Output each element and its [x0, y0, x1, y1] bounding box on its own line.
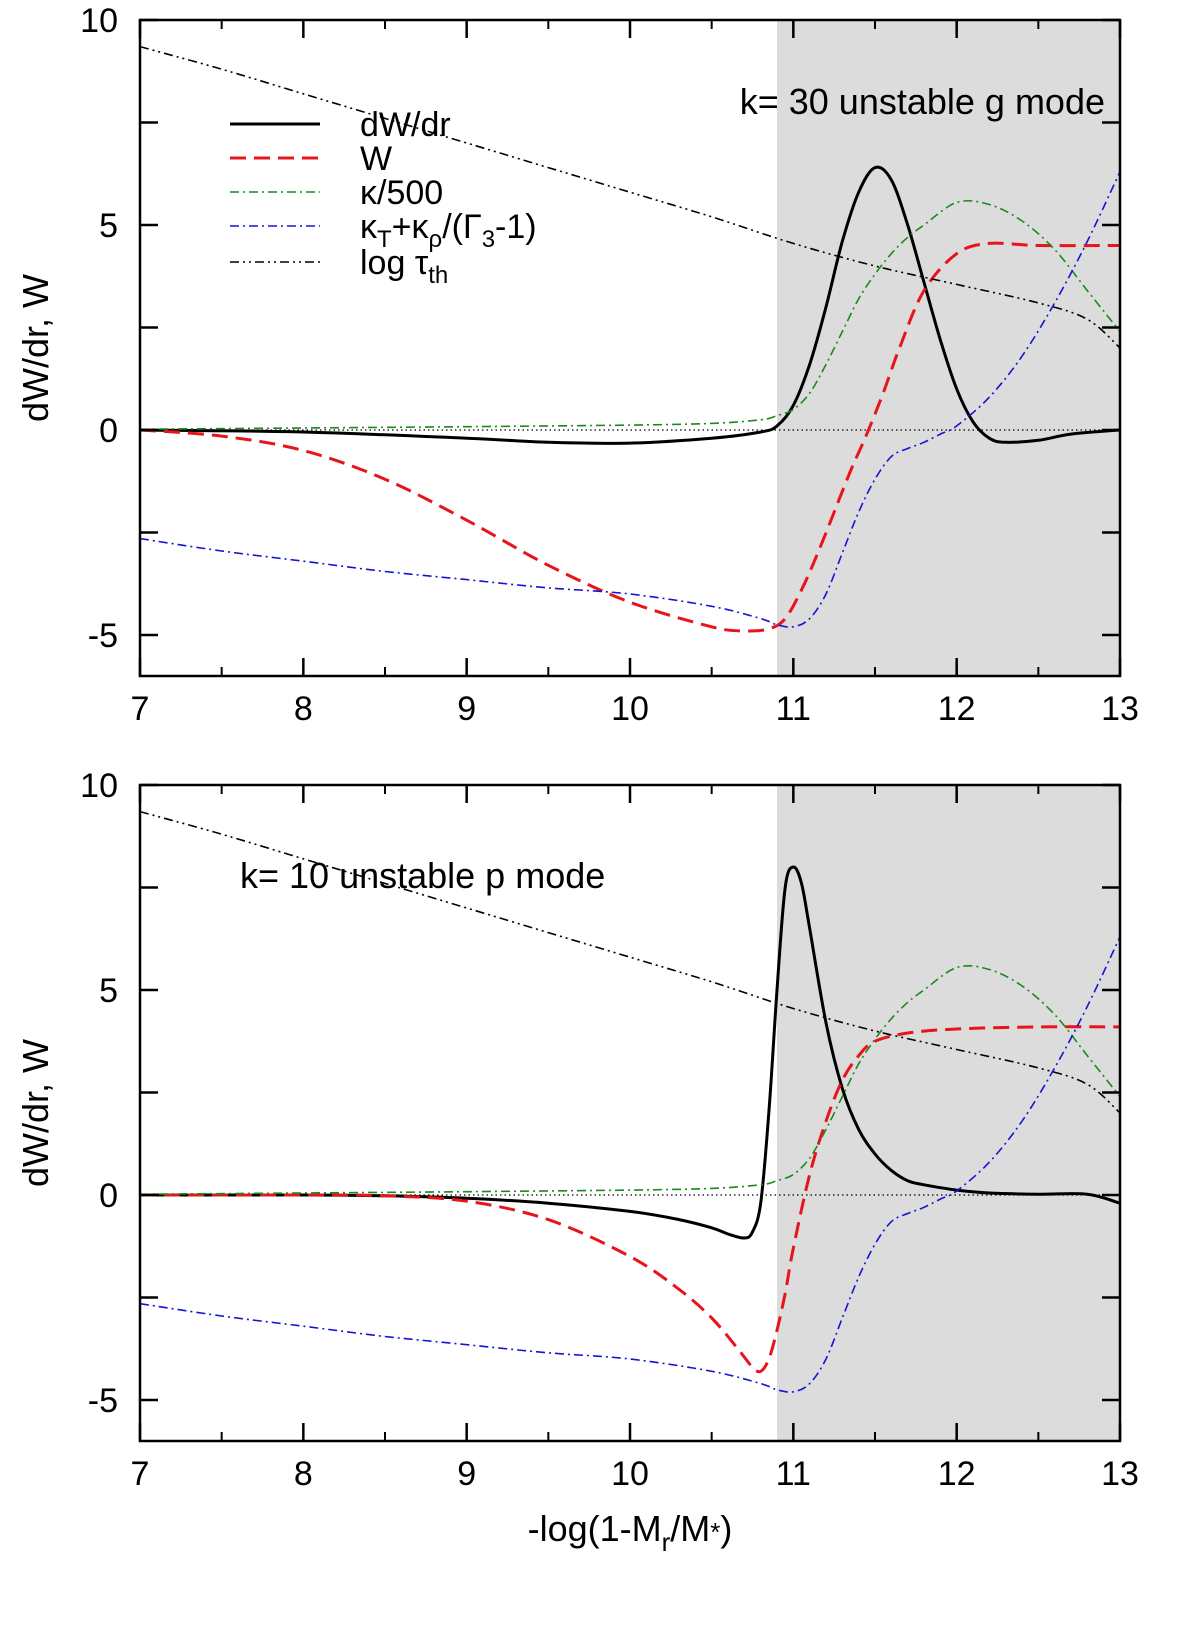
x-axis-label-mid: /M — [670, 1508, 710, 1549]
x-tick-label: 13 — [1101, 1455, 1139, 1493]
x-tick-label: 8 — [294, 1455, 313, 1493]
y-tick-label: 10 — [80, 767, 118, 805]
legend-label-kappa: κ/500 — [360, 174, 443, 212]
x-tick-label: 12 — [938, 690, 976, 728]
y-tick-label: 5 — [99, 972, 118, 1010]
y-axis-label: dW/dr, W — [15, 1039, 56, 1187]
legend-label-logtau: log τth — [360, 244, 448, 289]
legend-label-part: +κ — [392, 208, 430, 246]
mode-annotation: k= 30 unstable g mode — [740, 81, 1105, 122]
x-tick-label: 10 — [611, 1455, 649, 1493]
x-tick-label: 8 — [294, 690, 313, 728]
legend-label-W: W — [360, 140, 392, 178]
y-tick-label: 10 — [80, 2, 118, 40]
x-axis-label-sub: r — [662, 1527, 671, 1557]
x-tick-label: 9 — [457, 1455, 476, 1493]
legend-label-part: -1) — [495, 208, 537, 246]
y-tick-label: -5 — [88, 617, 118, 655]
y-axis-label: dW/dr, W — [15, 274, 56, 422]
series-line-W — [140, 1025, 1120, 1374]
series-line-kappaT — [140, 936, 1120, 1393]
x-tick-label: 10 — [611, 690, 649, 728]
chart-panel-top: 7 8 9 10 11 12 13 -5 0 5 10 dW/dr, W k= 30 unstable … — [15, 2, 1139, 728]
x-axis-label-end: ) — [720, 1508, 732, 1549]
series-line-W — [140, 241, 1120, 633]
x-tick-label: 9 — [457, 690, 476, 728]
series-line-kappaT — [140, 171, 1120, 628]
legend-label-kappaT: κT+κρ/(Γ3-1) — [360, 208, 537, 253]
legend-label-part: T — [377, 226, 392, 253]
x-tick-label: 13 — [1101, 690, 1139, 728]
x-axis-label-main: -log(1-M — [528, 1508, 662, 1549]
legend-label-part: κ — [360, 208, 378, 246]
series-line-logtau — [140, 810, 1120, 1114]
series-line-dWdr — [140, 165, 1120, 445]
x-tick-label: 12 — [938, 1455, 976, 1493]
y-tick-label: 0 — [99, 1177, 118, 1215]
chart-panel-bottom: 7 8 9 10 11 12 13 -5 0 5 10 dW/dr, W k= 10 unstable … — [15, 767, 1139, 1557]
x-tick-label: 11 — [776, 1455, 811, 1493]
series-line-kappa — [140, 964, 1120, 1195]
legend-label-part: /(Γ — [442, 208, 482, 246]
y-tick-label: -5 — [88, 1382, 118, 1420]
legend-label-part: th — [428, 262, 448, 289]
mode-annotation: k= 10 unstable p mode — [240, 855, 605, 896]
y-tick-label: 0 — [99, 412, 118, 450]
legend-label-part: 3 — [482, 226, 495, 253]
series-line-kappa — [140, 199, 1120, 430]
series-line-dWdr — [140, 865, 1120, 1240]
x-axis-label: -log(1-Mr/M*) — [528, 1508, 733, 1557]
x-tick-label: 7 — [131, 1455, 150, 1493]
series-line-logtau — [140, 45, 1120, 349]
x-tick-label: 11 — [776, 690, 811, 728]
x-axis-label-star: * — [710, 1517, 720, 1547]
legend-label-dWdr: dW/dr — [360, 106, 451, 144]
x-tick-label: 7 — [131, 690, 150, 728]
legend-label-part: ρ — [429, 226, 443, 253]
legend-label-part: log τ — [360, 244, 429, 282]
y-tick-label: 5 — [99, 207, 118, 245]
